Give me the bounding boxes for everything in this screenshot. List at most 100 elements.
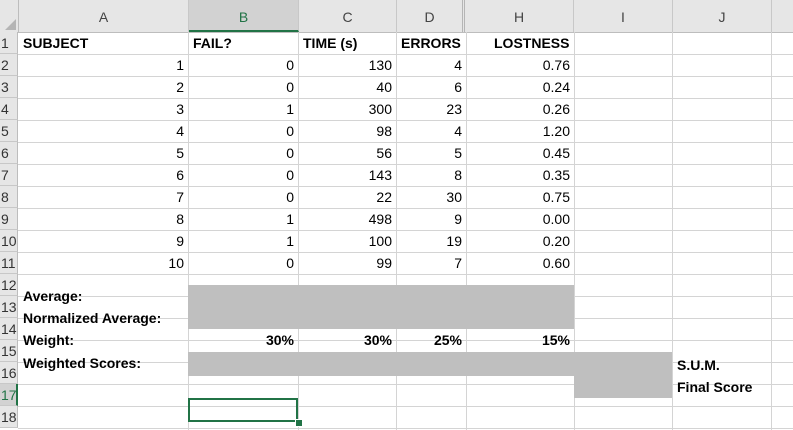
column-header-b[interactable]: B <box>189 0 299 32</box>
cell-time[interactable]: 130 <box>368 57 392 73</box>
cell-fail[interactable]: 0 <box>286 167 294 183</box>
cell-subject[interactable]: 2 <box>176 79 184 95</box>
row-header-10[interactable]: 10 <box>0 230 18 252</box>
cell-time[interactable]: 22 <box>376 189 392 205</box>
weight-fail[interactable]: 30% <box>265 332 294 348</box>
header-time[interactable]: TIME (s) <box>303 35 358 51</box>
weight-errors[interactable]: 25% <box>433 332 462 348</box>
row-header-14[interactable]: 14 <box>0 318 18 340</box>
row-header-11[interactable]: 11 <box>0 252 18 274</box>
header-errors[interactable]: ERRORS <box>401 35 461 51</box>
cell-fail[interactable]: 0 <box>286 123 294 139</box>
row-header-17[interactable]: 17 <box>0 384 18 406</box>
cell-lostness[interactable]: 0.76 <box>542 57 570 73</box>
column-header-a[interactable]: A <box>19 0 189 32</box>
column-header-c[interactable]: C <box>299 0 397 32</box>
sum-label[interactable]: S.U.M. <box>677 357 720 373</box>
cell-errors[interactable]: 9 <box>454 211 462 227</box>
cell-lostness[interactable]: 0.26 <box>542 101 570 117</box>
cell-subject[interactable]: 1 <box>176 57 184 73</box>
cell-time[interactable]: 498 <box>368 211 392 227</box>
header-subject[interactable]: SUBJECT <box>23 35 89 51</box>
cell-time[interactable]: 300 <box>368 101 392 117</box>
row-header-2[interactable]: 2 <box>0 54 18 76</box>
row-header-1[interactable]: 1 <box>0 32 18 54</box>
final-score-label[interactable]: Final Score <box>677 379 753 395</box>
final-score-fill-cell[interactable] <box>574 376 672 398</box>
cell-fail[interactable]: 1 <box>286 233 294 249</box>
row-header-18[interactable]: 18 <box>0 406 18 428</box>
row-header-4[interactable]: 4 <box>0 98 18 120</box>
cell-fail[interactable]: 1 <box>286 101 294 117</box>
gridline-h <box>18 230 793 231</box>
cell-time[interactable]: 56 <box>376 145 392 161</box>
cell-time[interactable]: 143 <box>368 167 392 183</box>
row-header-16[interactable]: 16 <box>0 362 18 384</box>
cell-fail[interactable]: 0 <box>286 57 294 73</box>
row-header-6[interactable]: 6 <box>0 142 18 164</box>
gridline-h <box>18 186 793 187</box>
header-lostness[interactable]: LOSTNESS <box>494 35 570 51</box>
cell-errors[interactable]: 7 <box>454 255 462 271</box>
cell-time[interactable]: 40 <box>376 79 392 95</box>
cell-lostness[interactable]: 0.35 <box>542 167 570 183</box>
row-header-5[interactable]: 5 <box>0 120 18 142</box>
cell-errors[interactable]: 30 <box>446 189 462 205</box>
row-header-15[interactable]: 15 <box>0 340 18 362</box>
select-all-corner[interactable] <box>0 0 19 32</box>
active-cell-selection[interactable] <box>188 398 298 422</box>
cell-lostness[interactable]: 0.75 <box>542 189 570 205</box>
cell-subject[interactable]: 4 <box>176 123 184 139</box>
cell-lostness[interactable]: 0.60 <box>542 255 570 271</box>
cell-subject[interactable]: 3 <box>176 101 184 117</box>
header-fail[interactable]: FAIL? <box>193 35 232 51</box>
gridline-h <box>18 406 793 407</box>
cell-fail[interactable]: 0 <box>286 145 294 161</box>
weight-lostness[interactable]: 15% <box>541 332 570 348</box>
cell-errors[interactable]: 4 <box>454 57 462 73</box>
cell-fail[interactable]: 0 <box>286 255 294 271</box>
cell-errors[interactable]: 5 <box>454 145 462 161</box>
label-average[interactable]: Average: <box>23 288 83 304</box>
cell-subject[interactable]: 5 <box>176 145 184 161</box>
row-header-8[interactable]: 8 <box>0 186 18 208</box>
row-header-9[interactable]: 9 <box>0 208 18 230</box>
cell-subject[interactable]: 7 <box>176 189 184 205</box>
cell-subject[interactable]: 10 <box>168 255 184 271</box>
average-fill-range[interactable] <box>188 285 574 329</box>
cell-subject[interactable]: 6 <box>176 167 184 183</box>
label-normalized-average[interactable]: Normalized Average: <box>23 310 162 326</box>
cell-time[interactable]: 98 <box>376 123 392 139</box>
cell-lostness[interactable]: 1.20 <box>542 123 570 139</box>
cell-lostness[interactable]: 0.20 <box>542 233 570 249</box>
cell-fail[interactable]: 0 <box>286 189 294 205</box>
weight-time[interactable]: 30% <box>363 332 392 348</box>
cell-lostness[interactable]: 0.24 <box>542 79 570 95</box>
row-header-3[interactable]: 3 <box>0 76 18 98</box>
cell-errors[interactable]: 8 <box>454 167 462 183</box>
row-header-7[interactable]: 7 <box>0 164 18 186</box>
cell-errors[interactable]: 23 <box>446 101 462 117</box>
label-weighted-scores[interactable]: Weighted Scores: <box>23 355 141 371</box>
cell-time[interactable]: 99 <box>376 255 392 271</box>
cell-subject[interactable]: 8 <box>176 211 184 227</box>
cell-fail[interactable]: 0 <box>286 79 294 95</box>
column-header-h[interactable]: H <box>465 0 574 32</box>
weighted-scores-fill-range[interactable] <box>188 352 672 376</box>
cell-subject[interactable]: 9 <box>176 233 184 249</box>
gridline-v <box>188 32 189 430</box>
cell-errors[interactable]: 4 <box>454 123 462 139</box>
column-header-d[interactable]: D <box>397 0 465 32</box>
column-header-j[interactable]: J <box>673 0 772 32</box>
cell-errors[interactable]: 6 <box>454 79 462 95</box>
fill-handle[interactable] <box>295 419 303 427</box>
cell-fail[interactable]: 1 <box>286 211 294 227</box>
row-header-12[interactable]: 12 <box>0 274 18 296</box>
cell-errors[interactable]: 19 <box>446 233 462 249</box>
cell-lostness[interactable]: 0.00 <box>542 211 570 227</box>
cell-time[interactable]: 100 <box>368 233 392 249</box>
row-header-13[interactable]: 13 <box>0 296 18 318</box>
cell-lostness[interactable]: 0.45 <box>542 145 570 161</box>
label-weight[interactable]: Weight: <box>23 332 75 348</box>
column-header-i[interactable]: I <box>574 0 673 32</box>
